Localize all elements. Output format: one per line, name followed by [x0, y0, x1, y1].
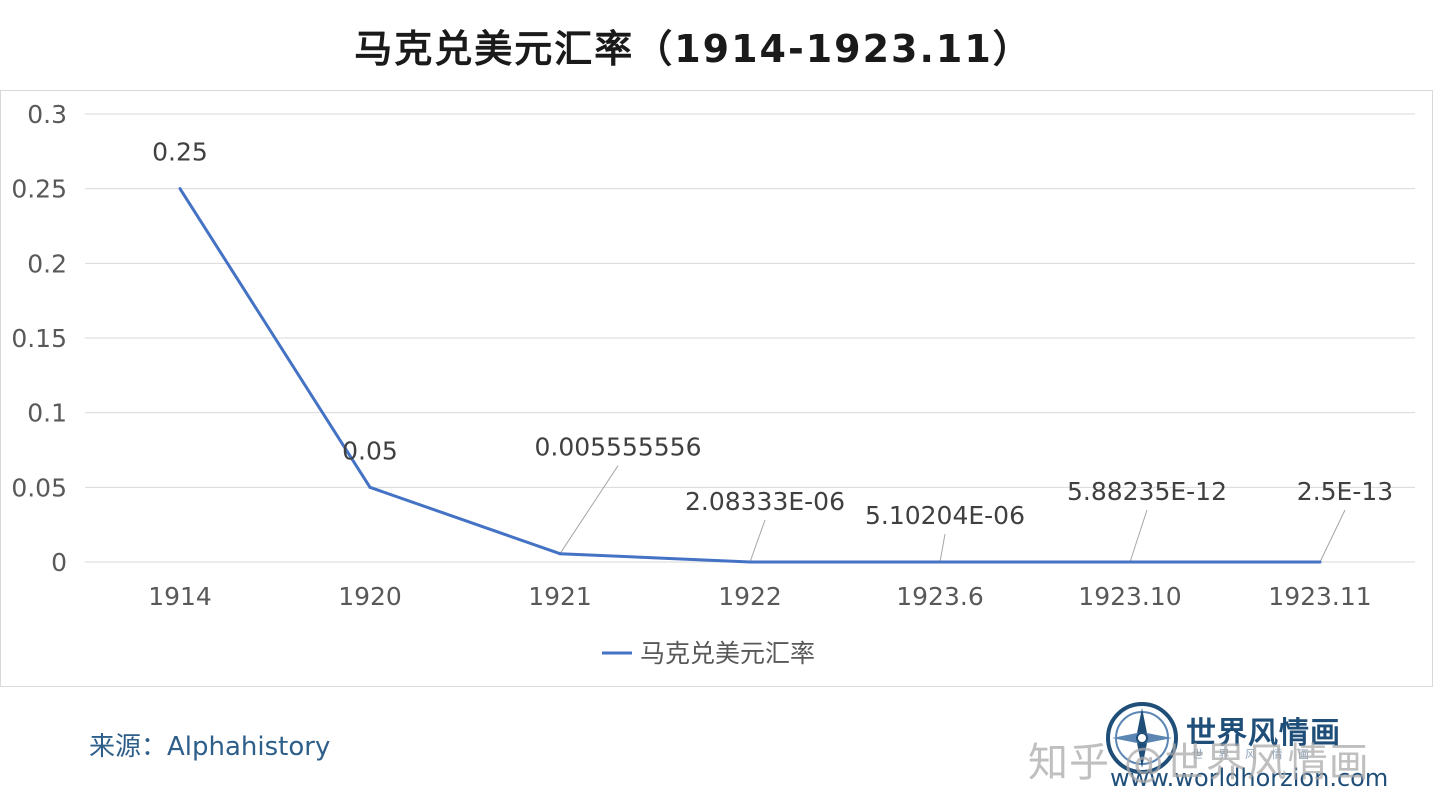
brand-name: 世界风情画 — [1186, 716, 1341, 751]
data-label: 2.08333E-06 — [685, 487, 845, 516]
data-label: 5.10204E-06 — [865, 501, 1025, 530]
x-tick-label: 1921 — [528, 582, 592, 611]
brand-url: www.worldhorzion.com — [1110, 764, 1389, 792]
data-label: 0.25 — [152, 138, 208, 167]
x-tick-label: 1923.10 — [1078, 582, 1181, 611]
y-tick-label: 0.3 — [27, 100, 67, 129]
brand-block: 世界风情画 世 界 风 情 画 www.worldhorzion.com — [1100, 700, 1420, 800]
leader-line — [939, 533, 946, 563]
y-tick-label: 0.2 — [27, 249, 67, 278]
label-leader-lines — [559, 465, 1346, 563]
x-tick-label: 1923.11 — [1268, 582, 1371, 611]
legend-label: 马克兑美元汇率 — [640, 639, 815, 668]
source-note: 来源：Alphahistory — [89, 732, 331, 762]
data-labels: 0.25 0.05 0.005555556 2.08333E-06 5.10204E-0… — [152, 138, 1393, 530]
data-point — [558, 552, 562, 556]
data-label: 0.05 — [342, 436, 398, 465]
x-tick-label: 1914 — [148, 582, 212, 611]
y-tick-label: 0.25 — [11, 175, 67, 204]
y-tick-label: 0.1 — [27, 399, 67, 428]
x-axis-ticks: 1914 1920 1921 1922 1923.6 1923.10 1923.11 — [148, 582, 1372, 611]
x-tick-label: 1922 — [718, 582, 782, 611]
data-label: 0.005555556 — [534, 433, 701, 462]
legend: 马克兑美元汇率 — [602, 639, 815, 668]
data-point — [938, 560, 942, 564]
y-tick-label: 0.15 — [11, 324, 67, 353]
x-tick-label: 1923.6 — [896, 582, 983, 611]
data-label: 2.5E-13 — [1297, 477, 1393, 506]
y-tick-label: 0.05 — [11, 473, 67, 502]
data-point — [748, 560, 752, 564]
data-point — [1318, 560, 1322, 564]
compass-logo-icon — [1106, 702, 1178, 774]
x-tick-label: 1920 — [338, 582, 402, 611]
y-axis-ticks: 0 0.05 0.1 0.15 0.2 0.25 0.3 — [11, 100, 67, 577]
y-tick-label: 0 — [51, 548, 67, 577]
data-point — [1128, 560, 1132, 564]
data-label: 5.88235E-12 — [1067, 477, 1227, 506]
data-point — [178, 187, 182, 191]
brand-subtitle: 世 界 风 情 画 — [1192, 748, 1315, 761]
leader-line — [1319, 509, 1346, 563]
leader-line — [1129, 509, 1148, 563]
watermark: 知乎 @世界风情画 — [1028, 740, 1370, 786]
leader-line — [559, 465, 619, 554]
chart-title: 马克兑美元汇率（1914-1923.11） — [354, 27, 1033, 71]
data-point — [368, 485, 372, 489]
series-layer — [178, 187, 1322, 564]
leader-line — [749, 519, 766, 563]
chart-frame — [0, 90, 1433, 687]
